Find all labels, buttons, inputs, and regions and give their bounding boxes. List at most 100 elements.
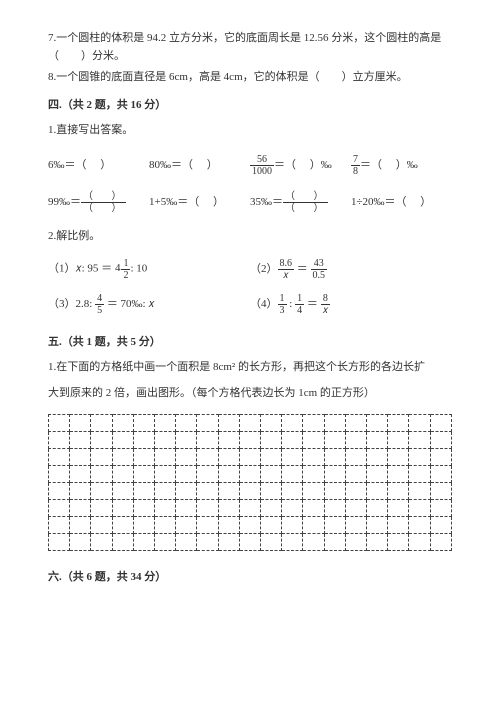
grid-cell: [155, 415, 176, 432]
grid-cell: [218, 449, 239, 466]
section-4-header: 四.（共 2 题，共 16 分）: [48, 97, 452, 115]
eq-text: 35‰＝: [250, 196, 283, 208]
grid-cell: [91, 517, 112, 534]
grid-cell: [324, 517, 345, 534]
grid-cell: [324, 415, 345, 432]
eq-cell: 56 1000 ＝（ ）‰: [250, 154, 351, 177]
grid-cell: [324, 466, 345, 483]
grid-cell: [49, 432, 70, 449]
grid-cell: [324, 449, 345, 466]
grid-cell: [303, 466, 324, 483]
question-8: 8.一个圆锥的底面直径是 6cm，高是 4cm，它的体积是（ ）立方厘米。: [48, 69, 452, 87]
grid-cell: [409, 432, 430, 449]
grid-cell: [303, 500, 324, 517]
grid-cell: [91, 534, 112, 551]
grid-cell: [367, 534, 388, 551]
grid-cell: [430, 517, 451, 534]
grid-cell: [70, 466, 91, 483]
fraction: 430.5: [311, 258, 328, 281]
grid-cell: [133, 432, 154, 449]
grid-cell: [133, 449, 154, 466]
grid-cell: [388, 483, 409, 500]
grid-cell: [282, 432, 303, 449]
grid-cell: [282, 483, 303, 500]
grid-cell: [409, 534, 430, 551]
grid-cell: [70, 432, 91, 449]
grid-cell: [133, 500, 154, 517]
grid-table: [48, 414, 452, 551]
grid-cell: [303, 483, 324, 500]
denominator: 𝑥: [278, 270, 295, 281]
mixed-fraction: 412: [115, 258, 131, 281]
grid-cell: [409, 415, 430, 432]
eq-text: : 10: [130, 262, 147, 274]
grid-cell: [197, 432, 218, 449]
grid-cell: [239, 534, 260, 551]
grid-cell: [303, 534, 324, 551]
grid-cell: [218, 483, 239, 500]
grid-cell: [239, 449, 260, 466]
grid-cell: [155, 483, 176, 500]
grid-cell: [176, 483, 197, 500]
eq-cell: 80‰＝（ ）: [149, 157, 250, 175]
section-4-q1: 1.直接写出答案。: [48, 122, 452, 140]
grid-cell: [112, 415, 133, 432]
grid-cell: [430, 466, 451, 483]
numerator: （ ）: [283, 191, 328, 203]
grid-cell: [239, 466, 260, 483]
grid-cell: [367, 466, 388, 483]
eq-text: ＝（ ）‰: [274, 159, 332, 171]
grid-cell: [388, 466, 409, 483]
grid-cell: [367, 449, 388, 466]
eq-text: （1）𝑥: 95 ＝: [48, 262, 115, 274]
grid-cell: [133, 483, 154, 500]
grid-cell: [133, 517, 154, 534]
grid-cell: [261, 466, 282, 483]
fraction: 7 8: [351, 154, 360, 177]
grid-cell: [388, 415, 409, 432]
grid-cell: [133, 415, 154, 432]
grid-cell: [197, 483, 218, 500]
grid-cell: [388, 517, 409, 534]
grid-cell: [49, 415, 70, 432]
grid-cell: [112, 517, 133, 534]
numerator: 7: [351, 154, 360, 166]
section-6-header: 六.（共 6 题，共 34 分）: [48, 569, 452, 587]
fraction: 14: [295, 293, 304, 316]
grid-cell: [367, 415, 388, 432]
section-4-q2: 2.解比例。: [48, 228, 452, 246]
grid-cell: [367, 483, 388, 500]
grid-cell: [176, 534, 197, 551]
section-5-header: 五.（共 1 题，共 5 分）: [48, 334, 452, 352]
denominator: 8: [351, 166, 360, 177]
grid-cell: [218, 466, 239, 483]
eq-text: （2）: [250, 263, 278, 275]
grid-cell: [91, 415, 112, 432]
eq-cell: 7 8 ＝（ ）‰: [351, 154, 452, 177]
grid-cell: [70, 449, 91, 466]
grid-cell: [388, 432, 409, 449]
grid-cell: [70, 483, 91, 500]
denominator: 0.5: [311, 270, 328, 281]
equation-row-2: 99‰＝ （ ） （ ） 1+5‰＝（ ） 35‰＝ （ ） （ ） 1÷20‰…: [48, 191, 452, 214]
grid-cell: [430, 483, 451, 500]
grid-cell: [155, 517, 176, 534]
grid-cell: [218, 415, 239, 432]
grid-cell: [345, 449, 366, 466]
denominator: 𝑥: [321, 305, 331, 316]
grid-cell: [261, 432, 282, 449]
grid-cell: [176, 517, 197, 534]
denominator: （ ）: [81, 203, 126, 214]
grid-cell: [388, 500, 409, 517]
eq-cell: 6‰＝（ ）: [48, 157, 149, 175]
grid-cell: [49, 466, 70, 483]
numerator: （ ）: [81, 191, 126, 203]
grid-cell: [324, 483, 345, 500]
grid-cell: [430, 500, 451, 517]
grid-cell: [218, 432, 239, 449]
grid-cell: [155, 432, 176, 449]
grid-cell: [239, 415, 260, 432]
grid-cell: [367, 432, 388, 449]
grid-cell: [345, 500, 366, 517]
grid-cell: [430, 415, 451, 432]
